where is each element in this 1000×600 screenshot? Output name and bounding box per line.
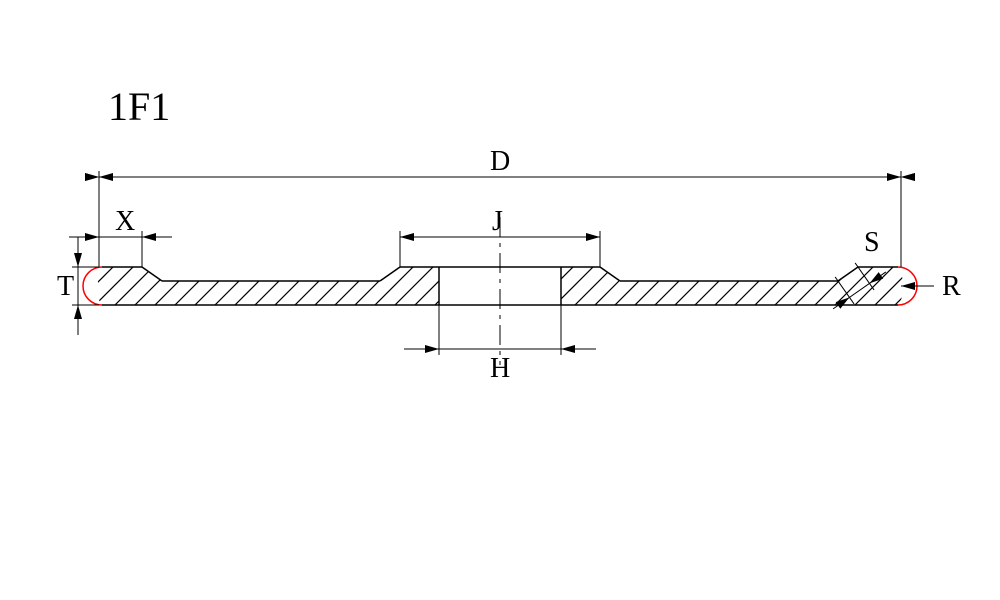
dim-t-label: T xyxy=(57,271,74,302)
radius-arc-left xyxy=(83,267,102,305)
drawing-title: 1F1 xyxy=(108,84,170,129)
dim-j-label: J xyxy=(492,206,503,237)
dim-x-label: X xyxy=(115,206,135,237)
dim-h-label: H xyxy=(490,353,510,384)
technical-drawing: 1F1 DJ H X T R S xyxy=(0,0,1000,600)
dim-d-label: D xyxy=(490,146,510,177)
dim-s-label: S xyxy=(864,227,880,258)
dim-r-label: R xyxy=(942,271,961,302)
